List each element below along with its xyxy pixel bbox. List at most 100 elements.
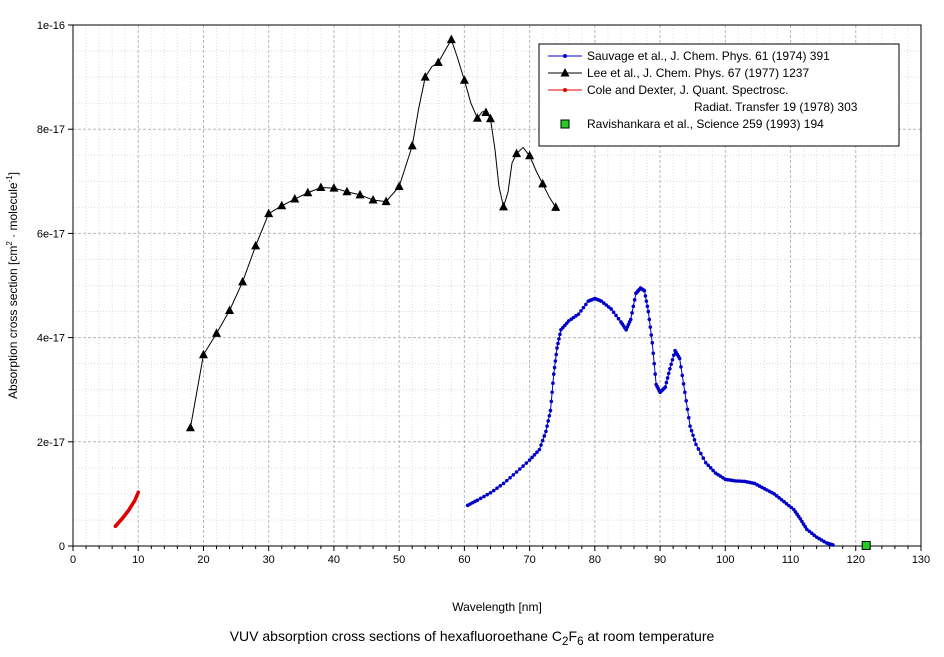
legend-marker [563,88,567,92]
y-axis-label-part: Absorption cross section [cm [6,246,20,399]
data-point [420,72,430,81]
plot-frame [72,24,922,547]
data-point [632,298,637,302]
data-point [475,498,480,502]
data-point [555,346,559,350]
data-point [290,194,300,203]
data-point [694,442,698,447]
data-point [303,187,313,197]
data-point [701,456,706,460]
data-point [212,328,222,337]
data-point [689,428,694,433]
data-point [606,305,611,309]
data-point [651,351,656,356]
data-point [643,294,648,298]
legend-label: Radiat. Transfer 19 (1978) 303 [694,100,858,114]
data-point [644,299,649,303]
x-tick-label: 20 [197,554,209,566]
data-point [784,501,789,506]
data-point [831,543,835,547]
data-point [264,208,274,218]
data-point [680,373,685,378]
series-3 [113,490,141,529]
x-tick-label: 30 [263,554,275,566]
data-point [407,140,417,150]
x-tick-label: 120 [847,554,865,566]
data-point [495,486,499,490]
data-point [225,305,235,315]
legend-marker [563,54,567,58]
data-point [671,353,676,357]
data-point [812,533,816,537]
y-axis-label-part: -1 [5,175,14,183]
y-axis-label: Absorption cross section [cm2 · molecule… [5,172,20,399]
y-axis-label-part: · molecule [6,182,20,241]
y-tick-label: 2e-17 [37,437,65,449]
caption-part: F [568,628,578,644]
x-tick-label: 70 [523,554,535,566]
caption-sub: 6 [577,634,584,648]
data-point [652,361,657,366]
data-point [648,325,653,329]
data-point [686,415,691,420]
data-point [861,540,871,550]
data-point [669,362,673,367]
y-tick-label: 4e-17 [37,333,65,345]
data-point [525,150,535,160]
legend-label: Cole and Dexter, J. Quant. Spectrosc. [587,83,788,97]
data-point [548,408,553,413]
data-point [544,429,548,434]
data-point [545,424,549,428]
data-point [631,304,636,309]
data-point [554,352,558,357]
data-point [524,461,529,465]
data-point [552,365,557,370]
data-point [549,399,554,404]
data-point [684,398,688,403]
data-point [599,299,604,303]
data-point [706,463,710,468]
data-point [394,181,404,191]
data-point [342,186,352,196]
data-point [801,522,806,526]
legend-marker [560,119,570,129]
legend-marker [560,68,570,77]
data-point [630,311,634,315]
data-point [666,371,671,376]
data-point [446,34,456,44]
data-point [809,531,814,536]
data-point [472,113,482,122]
data-point [530,455,534,460]
data-point [663,385,668,389]
data-point [185,422,195,432]
data-point [645,304,650,309]
data-point [508,475,512,480]
data-point [518,467,522,471]
data-point [512,148,522,158]
data-point [642,288,647,293]
data-point [488,491,493,495]
data-point [772,492,777,496]
x-tick-label: 100 [716,554,734,566]
data-point [681,382,686,386]
data-point [491,488,496,493]
data-point [628,317,633,322]
series-2 [185,34,561,432]
data-point [556,341,560,346]
data-point [581,305,586,310]
x-tick-label: 60 [458,554,470,566]
y-axis-label-part: ] [6,172,20,175]
data-point [499,201,509,211]
data-point [668,367,672,371]
data-point [692,438,697,442]
legend-label: Sauvage et al., J. Chem. Phys. 61 (1974)… [587,49,830,63]
data-point [807,529,812,534]
data-point [609,307,613,311]
x-tick-label: 50 [393,554,405,566]
data-point [688,424,692,428]
data-point [782,499,786,504]
data-point [527,458,532,462]
x-tick-label: 110 [782,554,800,566]
data-point [558,332,562,337]
data-point [547,413,552,418]
